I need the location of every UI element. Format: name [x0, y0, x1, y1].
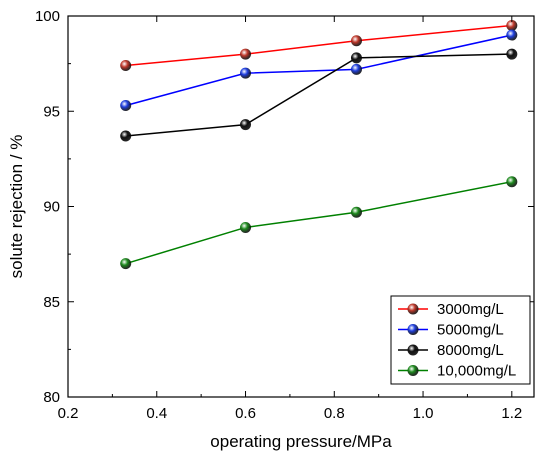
legend: 3000mg/L 5000mg/L 8000mg/L 10,000mg/L: [390, 295, 531, 385]
data-point: [120, 100, 132, 112]
data-point: [120, 130, 132, 142]
data-point: [350, 63, 362, 75]
y-tick-label: 85: [43, 294, 60, 311]
y-tick-label: 95: [43, 103, 60, 120]
x-tick-label: 0.6: [235, 405, 256, 422]
data-point: [120, 258, 132, 270]
legend-marker: [407, 365, 419, 376]
series-line: [125, 24, 512, 67]
y-tick-label: 100: [35, 8, 60, 25]
series-8000mg/L: [120, 48, 518, 142]
x-tick-label: 0.4: [146, 405, 167, 422]
legend-label: 5000mg/L: [437, 322, 504, 339]
series-10,000mg/L: [120, 176, 518, 270]
x-tick-label: 0.8: [324, 405, 345, 422]
legend-marker: [407, 303, 419, 315]
data-point: [506, 29, 518, 41]
series-line: [125, 34, 512, 107]
x-axis-title: operating pressure/MPa: [210, 432, 392, 451]
data-point: [350, 52, 362, 64]
y-axis-title: solute rejection / %: [7, 135, 26, 279]
series-line: [125, 180, 512, 265]
legend-item: 5000mg/L: [398, 322, 504, 339]
y-tick-label: 90: [43, 199, 60, 216]
legend-label: 8000mg/L: [437, 342, 504, 359]
x-tick-label: 0.2: [58, 405, 79, 422]
series-line: [125, 53, 512, 137]
data-point: [506, 20, 518, 32]
legend-marker: [407, 324, 419, 335]
data-point: [506, 176, 518, 188]
legend-item: 8000mg/L: [398, 342, 504, 359]
data-point: [120, 60, 132, 72]
legend-label: 10,000mg/L: [437, 363, 516, 380]
legend-marker: [407, 344, 419, 356]
legend-item: 10,000mg/L: [398, 363, 516, 380]
data-point: [350, 35, 362, 47]
data-point: [240, 221, 252, 233]
data-point: [506, 48, 518, 60]
legend-label: 3000mg/L: [437, 301, 504, 318]
y-tick-label: 80: [43, 389, 60, 406]
series-5000mg/L: [120, 29, 518, 112]
data-point: [240, 119, 252, 131]
legend-item: 3000mg/L: [398, 301, 504, 318]
x-tick-label: 1.0: [413, 405, 434, 422]
series-3000mg/L: [120, 20, 518, 72]
axes-layer: 0.2 0.4 0.6 0.8 1.0 1.2 80 85 90 95 100: [35, 8, 534, 422]
data-point: [350, 206, 362, 218]
data-point: [240, 48, 252, 60]
data-point: [240, 67, 252, 79]
series-layer: [120, 20, 518, 270]
x-tick-label: 1.2: [501, 405, 522, 422]
